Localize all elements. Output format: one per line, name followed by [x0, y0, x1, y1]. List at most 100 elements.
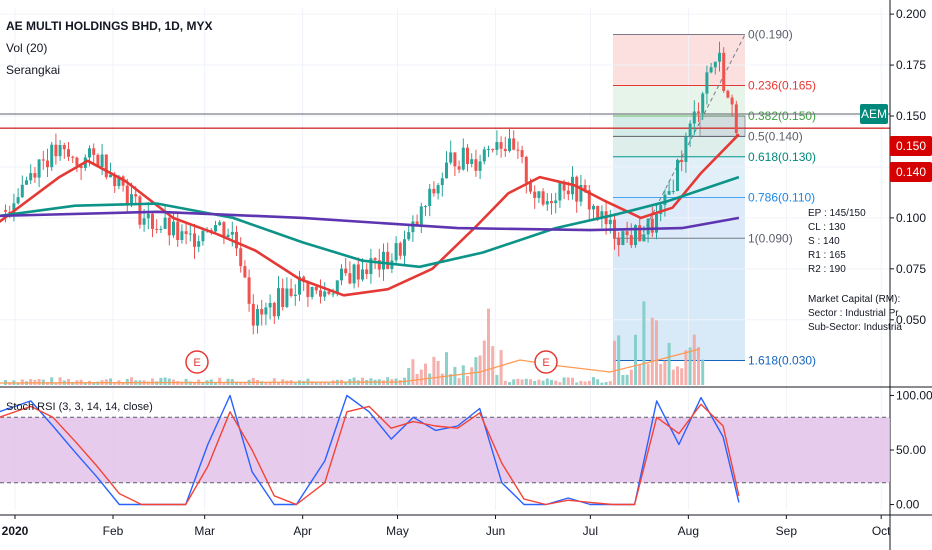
volume-bar: [411, 359, 415, 385]
volume-bar: [558, 382, 562, 385]
candle-body: [159, 228, 163, 230]
time-tick-label-3: Apr: [293, 524, 312, 538]
candle-body: [8, 211, 12, 213]
time-tick-label-1: Feb: [103, 524, 124, 538]
volume-bar: [697, 347, 700, 385]
volume-bar: [642, 301, 646, 385]
candle-body: [260, 309, 264, 315]
candle-body: [579, 184, 583, 202]
volume-bar: [650, 317, 654, 385]
volume-bar: [29, 379, 33, 385]
candle-body: [88, 148, 91, 158]
volume-bar: [277, 382, 280, 385]
candle-body: [713, 61, 717, 68]
candle-body: [730, 97, 734, 105]
candle-body: [285, 288, 289, 307]
time-tick-label-7: Aug: [678, 524, 699, 538]
volume-bar: [474, 357, 478, 385]
volume-bar: [130, 377, 133, 385]
volume-bar: [440, 373, 444, 385]
candle-body: [495, 142, 499, 150]
volume-bar: [167, 378, 171, 385]
volume-bar: [684, 350, 688, 385]
candle-body: [466, 147, 469, 164]
candle-body: [688, 123, 692, 137]
volume-bar: [579, 380, 583, 385]
aem-price-tag: [860, 103, 888, 124]
candle-body: [46, 160, 49, 168]
candle-body: [243, 266, 247, 278]
candle-body: [453, 152, 457, 167]
candle-body: [4, 210, 7, 212]
candle-body: [583, 184, 587, 191]
fib-label-3: 0.5(0.140): [748, 129, 803, 143]
volume-bar: [550, 379, 553, 385]
candle-body: [96, 154, 100, 167]
volume-bar: [92, 382, 96, 385]
candle-body: [726, 90, 730, 98]
price-tag-140-text: 0.140: [896, 165, 926, 179]
candle-body: [436, 185, 440, 194]
candle-body: [172, 221, 175, 236]
candle-body: [62, 145, 66, 150]
candle-body: [512, 138, 516, 150]
candle-body: [298, 276, 301, 295]
volume-bar: [310, 381, 314, 385]
fib-highlight-box: [699, 115, 746, 137]
time-tick-label-8: Sep: [776, 524, 798, 538]
volume-bar: [499, 350, 503, 385]
volume-bar: [587, 380, 591, 385]
candle-body: [163, 217, 167, 229]
volume-bar: [235, 381, 238, 385]
volume-bar: [260, 381, 264, 385]
fib-zone-3: [613, 136, 745, 157]
candle-body: [50, 144, 54, 168]
candle-body: [474, 159, 478, 171]
volume-bar: [37, 378, 41, 385]
volume-bar: [188, 381, 192, 385]
volume-bar: [445, 352, 448, 385]
candle-body: [264, 307, 268, 315]
fib-label-4: 0.618(0.130): [748, 150, 816, 164]
volume-bar: [243, 382, 247, 385]
candle-body: [684, 136, 688, 162]
volume-bar: [436, 361, 440, 385]
candle-body: [134, 194, 138, 197]
volume-bar: [545, 378, 549, 385]
volume-bar: [516, 378, 520, 385]
candle-body: [352, 264, 356, 284]
osc-tick-label-2: 0.00: [896, 498, 920, 512]
candle-body: [277, 288, 280, 317]
candle-body: [575, 176, 579, 202]
candle-body: [319, 290, 322, 297]
candle-body: [235, 231, 238, 249]
volume-bar: [604, 382, 608, 385]
volume-bar: [554, 380, 558, 385]
volume-bar: [16, 382, 20, 385]
candle-body: [58, 145, 62, 157]
candle-body: [37, 159, 41, 178]
stoch-rsi-title: Stoch RSI (3, 3, 14, 14, close): [6, 401, 153, 413]
volume-bar: [583, 381, 587, 385]
volume-bar: [592, 377, 595, 385]
candle-body: [331, 293, 335, 295]
candle-body: [411, 221, 415, 233]
candle-body: [100, 154, 104, 167]
candle-body: [403, 239, 406, 256]
volume-bar: [613, 340, 616, 385]
level-r2: R2 : 190: [808, 264, 846, 275]
time-tick-label-4: May: [386, 524, 409, 538]
candle-body: [386, 251, 390, 269]
candle-body: [428, 188, 432, 207]
volume-bar: [634, 334, 637, 385]
candle-body: [550, 201, 553, 204]
candle-body: [356, 264, 360, 280]
volume-bar: [608, 381, 612, 385]
candle-body: [398, 243, 402, 256]
volume-bar: [201, 382, 205, 385]
candle-body: [226, 234, 230, 237]
volume-bar: [491, 346, 495, 385]
volume-bar: [109, 378, 112, 385]
candle-body: [71, 156, 75, 158]
volume-bar: [327, 382, 331, 385]
